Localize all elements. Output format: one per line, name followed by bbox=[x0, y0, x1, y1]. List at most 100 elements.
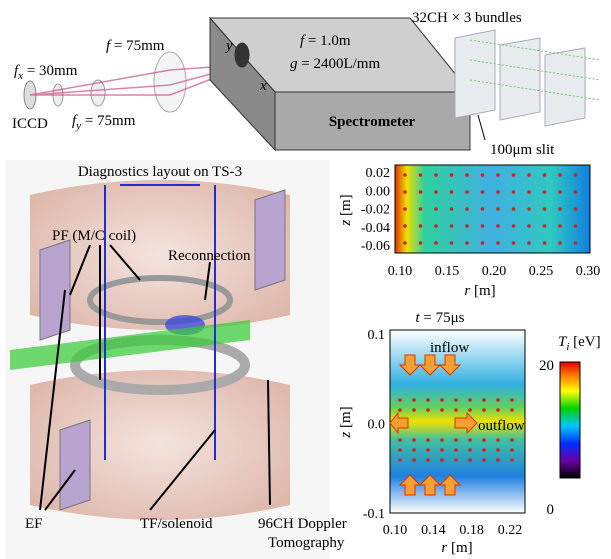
sample-dot bbox=[440, 438, 444, 442]
sample-dot bbox=[398, 458, 402, 462]
y-tick-label: -0.06 bbox=[361, 239, 390, 254]
sample-dot bbox=[454, 398, 458, 402]
x-axis-label: r [m] bbox=[441, 540, 472, 556]
x-tick-label: 0.22 bbox=[498, 523, 523, 538]
sample-dot bbox=[465, 224, 469, 228]
sample-dot bbox=[426, 448, 430, 452]
sample-dot bbox=[419, 207, 423, 211]
sample-dot bbox=[468, 438, 472, 442]
sample-dot bbox=[440, 458, 444, 462]
sample-dot bbox=[468, 448, 472, 452]
sample-dot bbox=[434, 241, 438, 245]
sample-dot bbox=[440, 448, 444, 452]
sample-dot bbox=[574, 190, 578, 194]
plot-title: t = 75μs bbox=[415, 310, 464, 326]
sample-dot bbox=[482, 408, 486, 412]
slit-pointer bbox=[478, 115, 485, 140]
text: = 2400L/mm bbox=[298, 56, 381, 72]
y-tick-label: 0.0 bbox=[368, 418, 386, 433]
sample-dot bbox=[543, 224, 547, 228]
sample-dot bbox=[482, 458, 486, 462]
sample-dot bbox=[496, 408, 500, 412]
text: [m] bbox=[338, 194, 354, 219]
sample-dot bbox=[403, 241, 407, 245]
sample-dot bbox=[510, 458, 514, 462]
sample-dot bbox=[403, 173, 407, 177]
sample-dot bbox=[510, 398, 514, 402]
colorbar-label: Ti [eV] bbox=[558, 334, 601, 353]
sample-dot bbox=[419, 241, 423, 245]
sample-dot bbox=[440, 408, 444, 412]
sample-dot bbox=[482, 438, 486, 442]
outflow-label: outflow bbox=[478, 418, 525, 434]
sample-dot bbox=[496, 173, 500, 177]
sample-dot bbox=[512, 173, 516, 177]
sample-dot bbox=[398, 398, 402, 402]
text: = 1.0m bbox=[304, 33, 351, 49]
text: [m] bbox=[338, 406, 354, 431]
sample-dot bbox=[496, 458, 500, 462]
focal-label: f = 1.0m bbox=[300, 33, 351, 49]
sample-dot bbox=[574, 207, 578, 211]
pf-label: PF (M/C coil) bbox=[52, 228, 136, 244]
sample-dot bbox=[398, 438, 402, 442]
sample-dot bbox=[543, 207, 547, 211]
sample-dot bbox=[543, 173, 547, 177]
sample-dot bbox=[398, 408, 402, 412]
sample-dot bbox=[412, 438, 416, 442]
x-tick-label: 0.10 bbox=[383, 523, 408, 538]
sample-dot bbox=[434, 173, 438, 177]
x-tick-label: 0.15 bbox=[435, 264, 460, 279]
grating-label: g = 2400L/mm bbox=[290, 56, 380, 72]
slit-label: 100μm slit bbox=[490, 142, 555, 158]
x-tick-label: 0.30 bbox=[576, 264, 601, 279]
sample-dot bbox=[496, 438, 500, 442]
sample-dot bbox=[403, 224, 407, 228]
sample-dot bbox=[450, 207, 454, 211]
colorbar bbox=[560, 362, 580, 478]
doppler-label: 96CH Doppler bbox=[258, 516, 347, 532]
fiber-bundles bbox=[455, 30, 600, 126]
sample-dot bbox=[426, 408, 430, 412]
sample-dot bbox=[419, 224, 423, 228]
sample-dot bbox=[481, 173, 485, 177]
sample-dot bbox=[450, 224, 454, 228]
sample-dot bbox=[412, 408, 416, 412]
text: = 30mm bbox=[23, 63, 78, 79]
sample-dot bbox=[403, 207, 407, 211]
x-tick-label: 0.10 bbox=[388, 264, 413, 279]
sample-dot bbox=[465, 241, 469, 245]
figure: fx = 30mm f = 75mm fy = 75mm ICCD y x f … bbox=[0, 0, 611, 559]
sample-dot bbox=[512, 190, 516, 194]
y-tick-label: -0.1 bbox=[363, 507, 385, 522]
sample-dot bbox=[434, 207, 438, 211]
text: [eV] bbox=[569, 334, 600, 350]
sample-dot bbox=[482, 448, 486, 452]
sample-dot bbox=[527, 241, 531, 245]
colorbar-min: 0 bbox=[547, 502, 555, 518]
sample-dot bbox=[558, 241, 562, 245]
sample-dot bbox=[496, 190, 500, 194]
text: [m] bbox=[470, 283, 495, 299]
sample-dot bbox=[434, 190, 438, 194]
y-axis-label: z [m] bbox=[338, 406, 354, 438]
sample-dot bbox=[574, 224, 578, 228]
reconnection-label: Reconnection bbox=[168, 248, 251, 264]
sample-dot bbox=[412, 398, 416, 402]
sample-dot bbox=[558, 224, 562, 228]
sample-dot bbox=[558, 173, 562, 177]
sample-dot bbox=[527, 173, 531, 177]
y-tick-label: 0.02 bbox=[366, 166, 391, 181]
spectrometer-label: Spectrometer bbox=[329, 114, 416, 130]
sample-dot bbox=[482, 398, 486, 402]
sample-dot bbox=[527, 207, 531, 211]
sample-dot bbox=[426, 458, 430, 462]
sample-dot bbox=[496, 207, 500, 211]
sample-dot bbox=[454, 438, 458, 442]
sample-dot bbox=[440, 398, 444, 402]
sample-dot bbox=[481, 241, 485, 245]
sample-dot bbox=[454, 448, 458, 452]
text: = 75mm bbox=[81, 113, 136, 129]
sample-dot bbox=[468, 398, 472, 402]
y-tick-label: 0.00 bbox=[366, 184, 391, 199]
